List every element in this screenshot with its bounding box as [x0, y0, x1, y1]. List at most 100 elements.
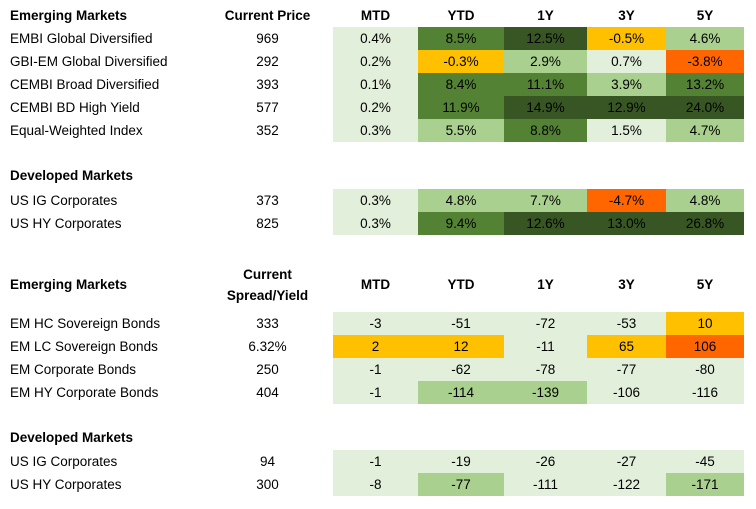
value-cell: -4.7% — [587, 189, 666, 212]
table-row: EM LC Sovereign Bonds 6.32% 2 12 -11 65 … — [0, 335, 756, 358]
value-cell: -78 — [504, 358, 587, 381]
value-cell: -111 — [504, 473, 587, 496]
value-cell: 14.9% — [504, 96, 587, 119]
value-cell: 11.1% — [504, 73, 587, 96]
row-spread: 300 — [256, 477, 279, 492]
section-header-row: Developed Markets — [0, 164, 756, 187]
value-cell: -1 — [333, 381, 418, 404]
value-cell: -171 — [666, 473, 744, 496]
value-cell: -122 — [587, 473, 666, 496]
table-row: CEMBI BD High Yield 577 0.2% 11.9% 14.9%… — [0, 96, 756, 119]
value-cell: -80 — [666, 358, 744, 381]
value-cell: 1.5% — [587, 119, 666, 142]
value-cell: -19 — [418, 450, 504, 473]
col-header-mtd: MTD — [360, 8, 391, 23]
value-cell: -106 — [587, 381, 666, 404]
row-name: EM LC Sovereign Bonds — [10, 339, 158, 354]
value-cell: 26.8% — [666, 212, 744, 235]
returns-header-row: Emerging Markets Current Price MTD YTD 1… — [0, 4, 756, 27]
spreads-header-row: Emerging Markets Current Spread/Yield MT… — [0, 264, 756, 306]
value-cell: 8.8% — [504, 119, 587, 142]
row-spread: 250 — [256, 362, 279, 377]
table-row: US HY Corporates 300 -8 -77 -111 -122 -1… — [0, 473, 756, 496]
value-cell: 8.4% — [418, 73, 504, 96]
value-cell: -3.8% — [666, 50, 744, 73]
table-row: EMBI Global Diversified 969 0.4% 8.5% 12… — [0, 27, 756, 50]
value-cell: -26 — [504, 450, 587, 473]
value-cell: 0.3% — [333, 189, 418, 212]
value-cell: 12 — [418, 335, 504, 358]
value-cell: 0.4% — [333, 27, 418, 50]
row-name: GBI-EM Global Diversified — [10, 54, 168, 69]
table-row: EM HY Corporate Bonds 404 -1 -114 -139 -… — [0, 381, 756, 404]
value-cell: 0.7% — [587, 50, 666, 73]
value-cell: 11.9% — [418, 96, 504, 119]
value-cell: 65 — [587, 335, 666, 358]
value-cell: 9.4% — [418, 212, 504, 235]
value-cell: 12.9% — [587, 96, 666, 119]
row-name: US IG Corporates — [10, 454, 118, 469]
value-cell: 13.2% — [666, 73, 744, 96]
table-row: CEMBI Broad Diversified 393 0.1% 8.4% 11… — [0, 73, 756, 96]
col-header-3y: 3Y — [618, 8, 635, 23]
col-header-3y: 3Y — [618, 277, 635, 292]
value-cell: -53 — [587, 312, 666, 335]
value-cell: -77 — [418, 473, 504, 496]
col-header-5y: 5Y — [696, 8, 714, 23]
value-cell: 5.5% — [418, 119, 504, 142]
row-name: CEMBI BD High Yield — [10, 100, 140, 115]
value-cell: 4.7% — [666, 119, 744, 142]
value-cell: 24.0% — [666, 96, 744, 119]
value-cell: 8.5% — [418, 27, 504, 50]
row-price: 969 — [256, 31, 279, 46]
section-header-row: Developed Markets — [0, 426, 756, 449]
value-cell: 2 — [333, 335, 418, 358]
row-name: EM Corporate Bonds — [10, 362, 137, 377]
value-cell: 0.2% — [333, 50, 418, 73]
spreads-dm-title: Developed Markets — [10, 430, 134, 445]
col-header-1y: 1Y — [537, 277, 554, 292]
value-cell: 106 — [666, 335, 744, 358]
table-row: GBI-EM Global Diversified 292 0.2% -0.3%… — [0, 50, 756, 73]
value-cell: 4.8% — [418, 189, 504, 212]
value-cell: -139 — [504, 381, 587, 404]
spread-header-line1: Current — [243, 267, 292, 282]
row-name: EM HY Corporate Bonds — [10, 385, 159, 400]
value-cell: 2.9% — [504, 50, 587, 73]
value-cell: -8 — [333, 473, 418, 496]
value-cell: -77 — [587, 358, 666, 381]
value-cell: -62 — [418, 358, 504, 381]
value-cell: 12.5% — [504, 27, 587, 50]
row-spread: 6.32% — [248, 339, 287, 354]
value-cell: -1 — [333, 450, 418, 473]
value-cell: -45 — [666, 450, 744, 473]
value-cell: -114 — [418, 381, 504, 404]
spreads-em-title: Emerging Markets — [10, 277, 128, 292]
value-cell: 4.8% — [666, 189, 744, 212]
current-price-header: Current Price — [224, 8, 311, 23]
value-cell: 7.7% — [504, 189, 587, 212]
row-price: 352 — [256, 123, 279, 138]
value-cell: -72 — [504, 312, 587, 335]
spread-header-line2: Spread/Yield — [226, 288, 309, 303]
row-price: 393 — [256, 77, 279, 92]
col-header-1y: 1Y — [537, 8, 554, 23]
value-cell: 3.9% — [587, 73, 666, 96]
row-name: EM HC Sovereign Bonds — [10, 316, 161, 331]
table-row: Equal-Weighted Index 352 0.3% 5.5% 8.8% … — [0, 119, 756, 142]
row-price: 577 — [256, 100, 279, 115]
row-name: US IG Corporates — [10, 193, 118, 208]
row-name: Equal-Weighted Index — [10, 123, 143, 138]
row-spread: 333 — [256, 316, 279, 331]
value-cell: 12.6% — [504, 212, 587, 235]
col-header-ytd: YTD — [447, 8, 475, 23]
value-cell: -3 — [333, 312, 418, 335]
col-header-mtd: MTD — [360, 277, 391, 292]
row-price: 292 — [256, 54, 279, 69]
value-cell: -0.3% — [418, 50, 504, 73]
value-cell: -11 — [504, 335, 587, 358]
returns-em-title: Emerging Markets — [10, 8, 128, 23]
value-cell: -0.5% — [587, 27, 666, 50]
value-cell: -116 — [666, 381, 744, 404]
table-row: EM HC Sovereign Bonds 333 -3 -51 -72 -53… — [0, 312, 756, 335]
